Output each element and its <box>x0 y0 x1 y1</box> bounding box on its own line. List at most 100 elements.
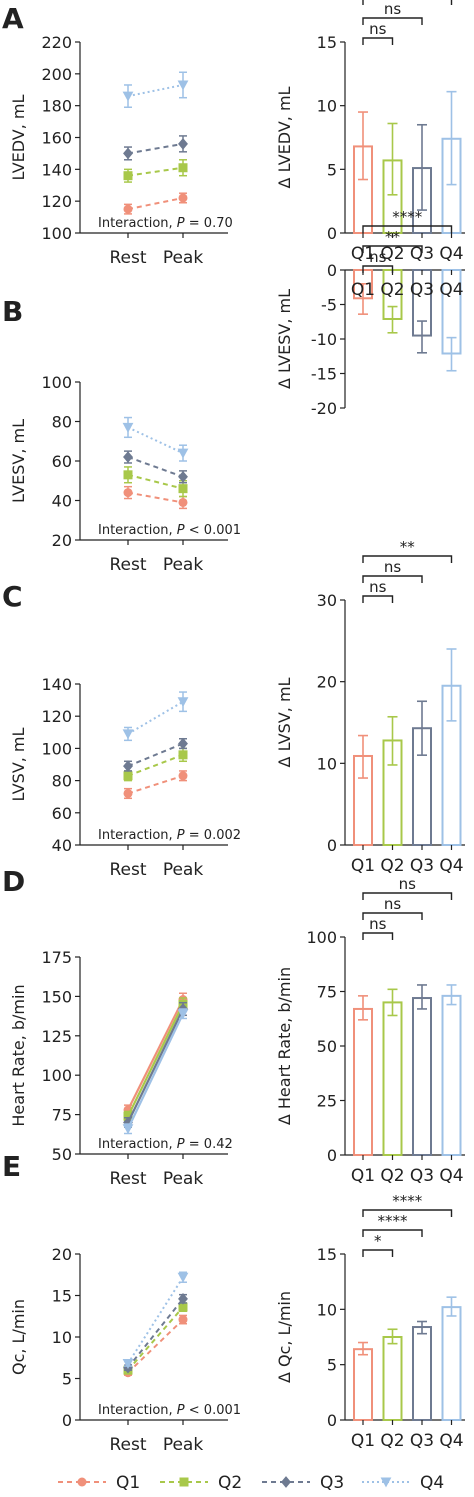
panel-letter: B <box>2 295 23 328</box>
y-tick-label: 25 <box>317 1092 337 1111</box>
y-tick-label: 100 <box>41 224 72 243</box>
y-tick-label: 5 <box>327 1356 337 1375</box>
series-line <box>127 426 184 455</box>
series-line <box>127 742 184 768</box>
data-point <box>178 1315 188 1325</box>
series-q1 <box>123 192 188 215</box>
y-tick-label: 80 <box>52 772 72 791</box>
y-axis-title: Δ Heart Rate, b/min <box>275 967 294 1125</box>
panel-letter: E <box>2 1150 21 1183</box>
panel-d: D 50 75 100 125 150 175 Rest Peak Heart Rate, b/m… <box>2 865 465 1189</box>
significance-label: **** <box>392 208 423 226</box>
data-point <box>178 737 188 750</box>
series-q1 <box>123 770 188 800</box>
x-tick-label: Q4 <box>439 856 463 876</box>
interaction-annotation: Interaction, P < 0.001 <box>98 523 241 538</box>
series-line <box>127 142 184 155</box>
bar-q4 <box>441 1306 462 1421</box>
data-point <box>123 147 133 160</box>
series-line <box>127 473 184 490</box>
significance-bracket <box>362 1209 453 1217</box>
series-q2 <box>123 159 188 183</box>
significance-bracket <box>362 245 423 253</box>
line-chart: 100 120 140 160 180 200 220 Rest Peak LVEDV, mL In… <box>9 33 233 268</box>
data-point <box>122 422 134 433</box>
data-point <box>178 771 188 781</box>
legend-label: Q1 <box>116 1473 140 1493</box>
significance-label: ns <box>369 248 387 266</box>
panel-letter: A <box>2 2 24 35</box>
series-line <box>127 1306 184 1371</box>
series-q2 <box>123 466 188 498</box>
x-tick-label: Q4 <box>439 280 463 300</box>
significance-label: * <box>374 1232 382 1250</box>
data-point <box>178 1302 188 1312</box>
data-point <box>122 1124 134 1135</box>
data-point <box>178 470 188 483</box>
x-tick-label: Q3 <box>410 280 434 300</box>
panel-letter: C <box>2 580 23 613</box>
data-point <box>178 484 188 494</box>
data-point <box>177 1009 189 1020</box>
series-line <box>127 1276 184 1365</box>
data-point <box>123 788 133 798</box>
y-axis-title: LVEDV, mL <box>9 94 28 180</box>
significance-label: ns <box>369 915 387 933</box>
series-q4 <box>122 1008 189 1135</box>
significance-bracket <box>362 37 394 45</box>
series-q3 <box>123 1292 188 1374</box>
legend-item-q4: Q4 <box>362 1473 444 1493</box>
x-tick-label: Q4 <box>439 244 463 264</box>
x-tick-label: Rest <box>109 1435 146 1455</box>
series-q2 <box>123 1302 188 1375</box>
y-tick-label: 100 <box>41 373 72 392</box>
x-tick-label: Rest <box>109 555 146 575</box>
series-line <box>127 1013 184 1130</box>
y-axis-title: Qc, L/min <box>9 1299 28 1375</box>
data-point <box>177 1272 189 1283</box>
series-q3 <box>123 737 188 772</box>
y-tick-label: 180 <box>41 97 72 116</box>
data-point <box>178 750 188 760</box>
panel-b: B 20 40 60 80 100 Rest Peak LVESV, mL Interaction… <box>2 208 465 575</box>
series-line <box>127 1008 184 1123</box>
data-point <box>122 91 134 102</box>
y-tick-label: -10 <box>311 330 337 349</box>
series-line <box>127 456 184 478</box>
data-point <box>123 204 133 214</box>
y-tick-label: 80 <box>52 413 72 432</box>
y-tick-label: 0 <box>327 1411 337 1430</box>
y-axis-title: Δ Qc, L/min <box>275 1291 294 1383</box>
data-point <box>123 488 133 498</box>
series-q2 <box>123 747 188 782</box>
legend-label: Q2 <box>218 1473 242 1493</box>
x-tick-label: Peak <box>163 1435 204 1455</box>
y-tick-label: 160 <box>41 129 72 148</box>
x-tick-label: Peak <box>163 555 204 575</box>
significance-label: ns <box>384 558 402 576</box>
y-tick-label: 20 <box>317 673 337 692</box>
series-line <box>127 83 184 98</box>
significance-label: ns <box>369 20 387 38</box>
y-tick-label: 10 <box>317 1300 337 1319</box>
significance-bracket <box>362 555 453 563</box>
data-point <box>178 497 188 507</box>
significance-bracket <box>362 265 394 273</box>
y-tick-label: 100 <box>41 739 72 758</box>
legend-label: Q3 <box>320 1473 344 1493</box>
significance-bracket <box>362 892 453 900</box>
y-tick-label: 20 <box>52 531 72 550</box>
line-chart: 40 60 80 100 120 140 Rest Peak LVSV, mL Interacti… <box>9 675 241 880</box>
significance-label: ns <box>384 0 402 18</box>
y-tick-label: 50 <box>317 1037 337 1056</box>
y-tick-label: -15 <box>311 365 337 384</box>
significance-label: **** <box>378 1212 409 1230</box>
y-tick-label: -5 <box>321 296 337 315</box>
bar-q2 <box>382 1336 403 1421</box>
data-point <box>178 1292 188 1305</box>
significance-label: ** <box>400 538 416 556</box>
data-point <box>123 771 133 781</box>
